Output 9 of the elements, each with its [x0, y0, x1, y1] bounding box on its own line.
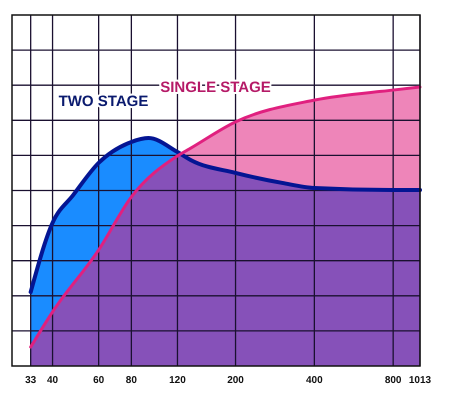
x-tick-label: 120 [169, 375, 186, 386]
x-tick-label: 800 [384, 375, 402, 386]
x-tick-label: 40 [46, 375, 59, 386]
x-tick-label: 60 [93, 375, 105, 386]
x-tick-label: 80 [126, 375, 138, 386]
x-tick-label: 1013 [408, 375, 432, 386]
x-tick-label: 400 [306, 375, 324, 386]
x-tick-label: 33 [25, 375, 37, 386]
x-tick-label: 200 [227, 375, 244, 386]
